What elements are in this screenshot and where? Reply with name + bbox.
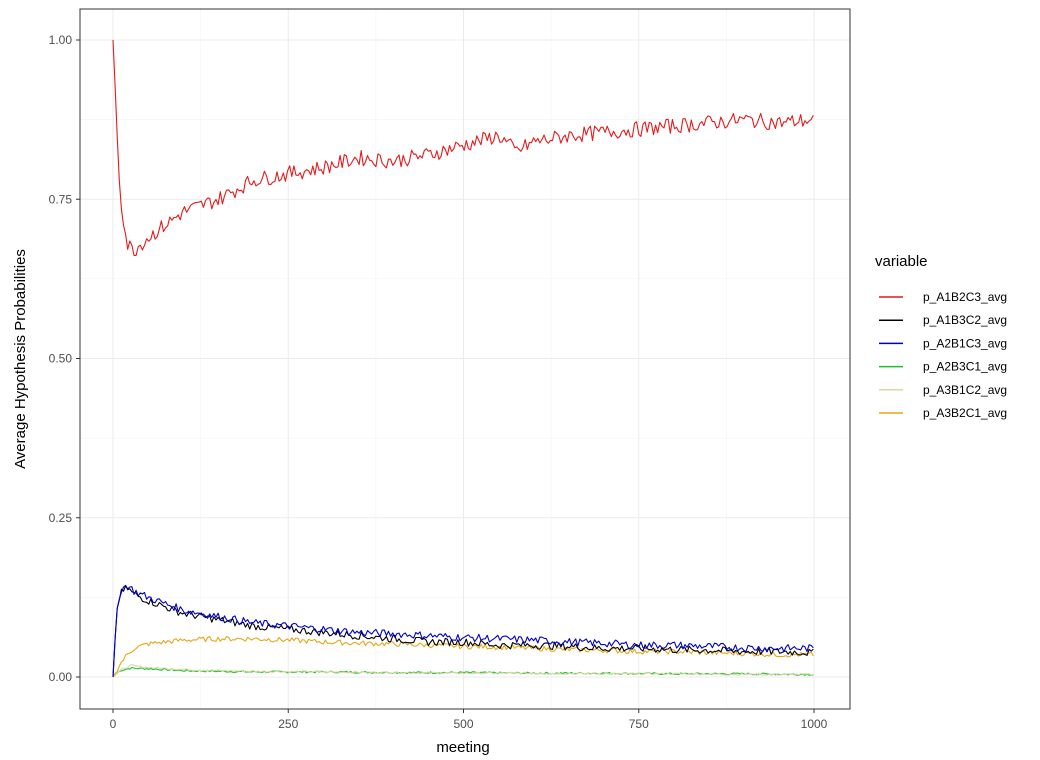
y-tick-label: 0.50 [49,352,73,366]
y-tick-label: 1.00 [49,33,73,47]
series-line-p_A2B1C3_avg [112,584,814,678]
legend-label-p_A1B2C3_avg: p_A1B2C3_avg [923,290,1007,304]
y-axis: 0.00 0.25 0.50 0.75 1.00 [49,33,80,684]
x-axis-title: meeting [436,739,489,756]
x-tick-label: 500 [453,717,473,731]
legend-label-p_A3B1C2_avg: p_A3B1C2_avg [923,383,1007,397]
grid-lines [80,9,850,709]
x-tick-label: 1000 [801,717,828,731]
legend-label-p_A2B1C3_avg: p_A2B1C3_avg [923,336,1007,350]
legend-label-p_A1B3C2_avg: p_A1B3C2_avg [923,313,1007,327]
y-axis-title: Average Hypothesis Probabilities [12,249,29,469]
series-line-p_A1B2C3_avg [112,39,814,257]
x-axis: 0 250 500 750 1000 [110,709,828,731]
x-tick-label: 750 [629,717,649,731]
legend-title: variable [875,253,928,270]
legend-label-p_A2B3C1_avg: p_A2B3C1_avg [923,360,1007,374]
series-line-p_A1B3C2_avg [112,585,814,678]
legend: variable p_A1B2C3_avg p_A1B3C2_avg p_A2B1C… [875,253,1007,420]
y-tick-label: 0.25 [49,511,73,525]
x-tick-label: 0 [110,717,117,731]
series-lines [112,39,814,678]
series-line-p_A3B1C2_avg [112,664,814,678]
y-tick-label: 0.75 [49,192,73,206]
legend-label-p_A3B2C1_avg: p_A3B2C1_avg [923,406,1007,420]
y-tick-label: 0.00 [49,670,73,684]
x-tick-label: 250 [278,717,298,731]
